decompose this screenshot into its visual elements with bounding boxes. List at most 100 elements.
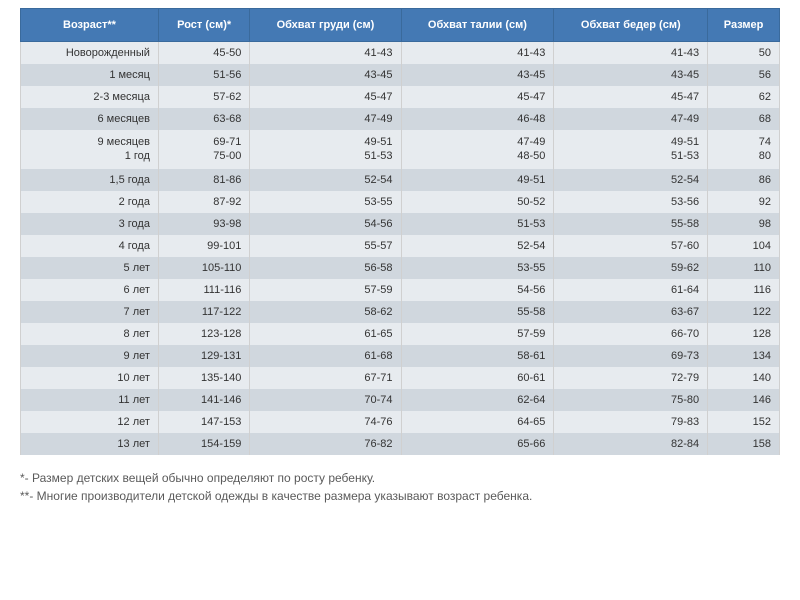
table-row: 13 лет154-15976-8265-6682-84158: [21, 433, 780, 455]
table-cell: 4 года: [21, 235, 159, 257]
table-cell: 75-80: [554, 389, 708, 411]
table-cell: 63-67: [554, 301, 708, 323]
table-row: 8 лет123-12861-6557-5966-70128: [21, 323, 780, 345]
table-cell: 82-84: [554, 433, 708, 455]
table-cell: 2 года: [21, 191, 159, 213]
table-cell: 49-5151-53: [554, 130, 708, 169]
table-cell: 7 лет: [21, 301, 159, 323]
table-cell: 55-58: [554, 213, 708, 235]
table-cell: 135-140: [158, 367, 249, 389]
table-cell: 11 лет: [21, 389, 159, 411]
table-cell: 53-55: [250, 191, 401, 213]
table-cell: 79-83: [554, 411, 708, 433]
table-cell: 134: [708, 345, 780, 367]
table-cell: 43-45: [554, 64, 708, 86]
table-cell: 86: [708, 169, 780, 191]
footnote-1: *- Размер детских вещей обычно определяю…: [20, 469, 780, 487]
table-cell: 50-52: [401, 191, 554, 213]
table-cell: 47-49: [250, 108, 401, 130]
table-cell: 47-4948-50: [401, 130, 554, 169]
table-cell: 61-65: [250, 323, 401, 345]
table-cell: 52-54: [554, 169, 708, 191]
table-cell: 129-131: [158, 345, 249, 367]
table-cell: 9 лет: [21, 345, 159, 367]
table-cell: 9 месяцев1 год: [21, 130, 159, 169]
table-cell: 43-45: [401, 64, 554, 86]
table-cell: 74-76: [250, 411, 401, 433]
table-cell: 45-47: [401, 86, 554, 108]
col-hips: Обхват бедер (см): [554, 9, 708, 42]
table-cell: 6 лет: [21, 279, 159, 301]
col-age: Возраст**: [21, 9, 159, 42]
table-cell: 147-153: [158, 411, 249, 433]
table-cell: 50: [708, 42, 780, 65]
table-row: 11 лет141-14670-7462-6475-80146: [21, 389, 780, 411]
table-cell: 99-101: [158, 235, 249, 257]
table-cell: 57-62: [158, 86, 249, 108]
table-cell: 53-56: [554, 191, 708, 213]
table-cell: 128: [708, 323, 780, 345]
table-cell: 63-68: [158, 108, 249, 130]
table-cell: 6 месяцев: [21, 108, 159, 130]
table-cell: 45-50: [158, 42, 249, 65]
table-cell: 116: [708, 279, 780, 301]
table-row: 6 лет111-11657-5954-5661-64116: [21, 279, 780, 301]
table-cell: 45-47: [554, 86, 708, 108]
table-cell: 3 года: [21, 213, 159, 235]
table-cell: 66-70: [554, 323, 708, 345]
table-cell: 57-59: [250, 279, 401, 301]
table-row: 9 месяцев1 год69-7175-0049-5151-5347-494…: [21, 130, 780, 169]
table-cell: 64-65: [401, 411, 554, 433]
table-cell: 117-122: [158, 301, 249, 323]
table-cell: 47-49: [554, 108, 708, 130]
table-cell: 158: [708, 433, 780, 455]
table-row: 10 лет135-14067-7160-6172-79140: [21, 367, 780, 389]
table-cell: 87-92: [158, 191, 249, 213]
table-cell: 76-82: [250, 433, 401, 455]
table-cell: 41-43: [250, 42, 401, 65]
table-cell: 13 лет: [21, 433, 159, 455]
table-cell: 152: [708, 411, 780, 433]
table-cell: 51-53: [401, 213, 554, 235]
table-cell: 111-116: [158, 279, 249, 301]
table-cell: 122: [708, 301, 780, 323]
table-cell: 5 лет: [21, 257, 159, 279]
table-cell: 92: [708, 191, 780, 213]
table-cell: 110: [708, 257, 780, 279]
table-row: 2-3 месяца57-6245-4745-4745-4762: [21, 86, 780, 108]
table-cell: 154-159: [158, 433, 249, 455]
table-cell: 55-57: [250, 235, 401, 257]
table-row: 4 года99-10155-5752-5457-60104: [21, 235, 780, 257]
table-cell: 141-146: [158, 389, 249, 411]
table-cell: 1,5 года: [21, 169, 159, 191]
table-cell: 105-110: [158, 257, 249, 279]
table-cell: 49-5151-53: [250, 130, 401, 169]
table-cell: 72-79: [554, 367, 708, 389]
table-cell: 67-71: [250, 367, 401, 389]
table-cell: 52-54: [250, 169, 401, 191]
table-cell: 41-43: [554, 42, 708, 65]
table-row: 12 лет147-15374-7664-6579-83152: [21, 411, 780, 433]
table-cell: 1 месяц: [21, 64, 159, 86]
table-cell: 98: [708, 213, 780, 235]
table-cell: 54-56: [401, 279, 554, 301]
size-chart-table: Возраст** Рост (см)* Обхват груди (см) О…: [20, 8, 780, 455]
table-cell: 58-61: [401, 345, 554, 367]
col-waist: Обхват талии (см): [401, 9, 554, 42]
table-cell: 2-3 месяца: [21, 86, 159, 108]
table-cell: 65-66: [401, 433, 554, 455]
table-cell: 123-128: [158, 323, 249, 345]
table-row: 7 лет117-12258-6255-5863-67122: [21, 301, 780, 323]
table-cell: 10 лет: [21, 367, 159, 389]
table-body: Новорожденный45-5041-4341-4341-43501 мес…: [21, 42, 780, 455]
table-cell: 51-56: [158, 64, 249, 86]
table-cell: 81-86: [158, 169, 249, 191]
table-cell: 45-47: [250, 86, 401, 108]
table-row: 5 лет105-11056-5853-5559-62110: [21, 257, 780, 279]
table-row: 2 года87-9253-5550-5253-5692: [21, 191, 780, 213]
table-cell: 41-43: [401, 42, 554, 65]
table-cell: 7480: [708, 130, 780, 169]
table-cell: 62: [708, 86, 780, 108]
table-cell: 69-7175-00: [158, 130, 249, 169]
table-cell: 54-56: [250, 213, 401, 235]
